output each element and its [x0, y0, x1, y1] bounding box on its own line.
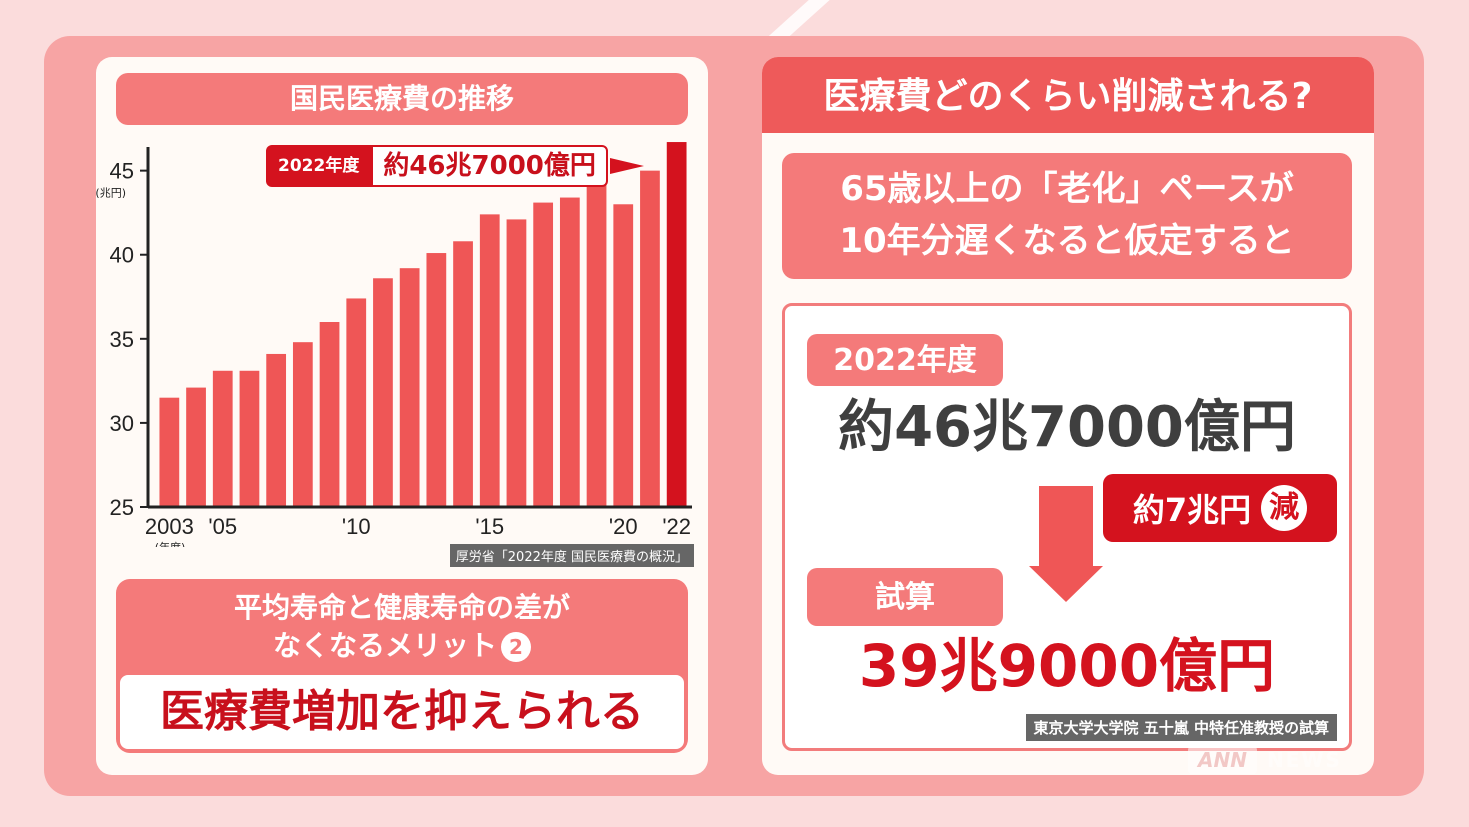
bar-2020 [613, 204, 634, 506]
reduction-badge: 約7兆円 減 [1103, 474, 1337, 542]
value-2022: 約46兆7000億円 [838, 395, 1296, 460]
callout-value: 約46兆7000億円 [371, 145, 608, 187]
bar-2009 [319, 322, 340, 506]
bar-2022 [666, 142, 687, 506]
down-arrow-head-icon [1029, 566, 1103, 602]
x-tick-label: '05 [208, 514, 237, 539]
x-axis-unit: (年度) [155, 540, 186, 547]
assumption-line2: 10年分遅くなると仮定すると [839, 221, 1295, 261]
x-tick-label: '20 [609, 514, 638, 539]
callout-pointer-icon [609, 158, 644, 174]
chart-panel: 国民医療費の推移 25 30 35 40 45 (兆円) 2003 '05 '10 '15 '20 '… [96, 57, 708, 775]
x-tick-label: '22 [662, 514, 691, 539]
chart-title: 国民医療費の推移 [116, 73, 688, 125]
down-arrow-icon [1039, 486, 1093, 566]
merit-main-text: 医療費増加を抑えられる [120, 675, 684, 749]
merit-box: 平均寿命と健康寿命の差が なくなるメリット 2 医療費増加を抑えられる [116, 579, 688, 753]
bar-2008 [292, 342, 313, 506]
reduction-amount: 約7兆円 [1132, 491, 1252, 529]
watermark: ANN NEWS [1188, 746, 1342, 774]
y-tick-label: 45 [110, 159, 134, 184]
bar-2004 [186, 387, 206, 506]
y-tick-label: 40 [110, 243, 134, 268]
callout-year: 2022年度 [266, 145, 372, 187]
merit-number-badge: 2 [501, 632, 531, 662]
bar-2003 [159, 397, 180, 506]
ann-logo: ANN [1188, 746, 1257, 774]
bar-2015 [479, 214, 500, 506]
y-tick-label: 35 [110, 327, 134, 352]
bar-2018 [559, 197, 580, 506]
estimate-title: 医療費どのくらい削減される? [762, 57, 1374, 133]
estimate-tag: 試算 [807, 568, 1003, 626]
y-axis-unit: (兆円) [96, 187, 126, 200]
bar-2010 [346, 298, 367, 506]
assumption-line1: 65歳以上の「老化」ペースが [840, 169, 1294, 209]
y-tick-label: 30 [110, 411, 134, 436]
estimate-panel: 医療費どのくらい削減される? 65歳以上の「老化」ペースが 10年分遅くなると仮… [762, 57, 1374, 775]
bar-2006 [239, 370, 260, 506]
bar-2019 [586, 180, 607, 506]
news-logo: NEWS [1266, 748, 1342, 772]
merit-line2: なくなるメリット [272, 629, 497, 662]
merit-line1: 平均寿命と健康寿命の差が [233, 591, 570, 624]
chart-source: 厚労省「2022年度 国民医療費の概況」 [449, 544, 694, 567]
assumption-box: 65歳以上の「老化」ペースが 10年分遅くなると仮定すると [782, 153, 1352, 279]
bar-2011 [373, 278, 393, 506]
bar-2021 [640, 170, 660, 506]
bar-2005 [212, 370, 233, 506]
bar-2007 [266, 353, 287, 506]
x-tick-label: '15 [475, 514, 504, 539]
x-tick-label: '10 [342, 514, 371, 539]
bar-2017 [533, 202, 554, 506]
bar-2016 [506, 219, 527, 506]
value-estimate: 39兆9000億円 [858, 632, 1276, 700]
year-tag: 2022年度 [807, 334, 1003, 386]
reduction-mark: 減 [1261, 485, 1308, 531]
bar-2013 [426, 253, 447, 506]
callout-2022: 2022年度 約46兆7000億円 [266, 145, 644, 187]
y-tick-label: 25 [110, 495, 134, 520]
bar-chart: 25 30 35 40 45 (兆円) 2003 '05 '10 '15 '20 '22 (年度) [96, 142, 692, 547]
x-tick-label: 2003 [145, 514, 194, 539]
bar-2012 [399, 268, 420, 506]
estimate-source: 東京大学大学院 五十嵐 中特任准教授の試算 [1025, 714, 1337, 741]
merit-subtitle: 平均寿命と健康寿命の差が なくなるメリット 2 [116, 589, 688, 665]
bar-2014 [453, 241, 473, 506]
comparison-box: 2022年度 約46兆7000億円 約7兆円 減 試算 39兆9000億円 東京… [782, 303, 1352, 751]
